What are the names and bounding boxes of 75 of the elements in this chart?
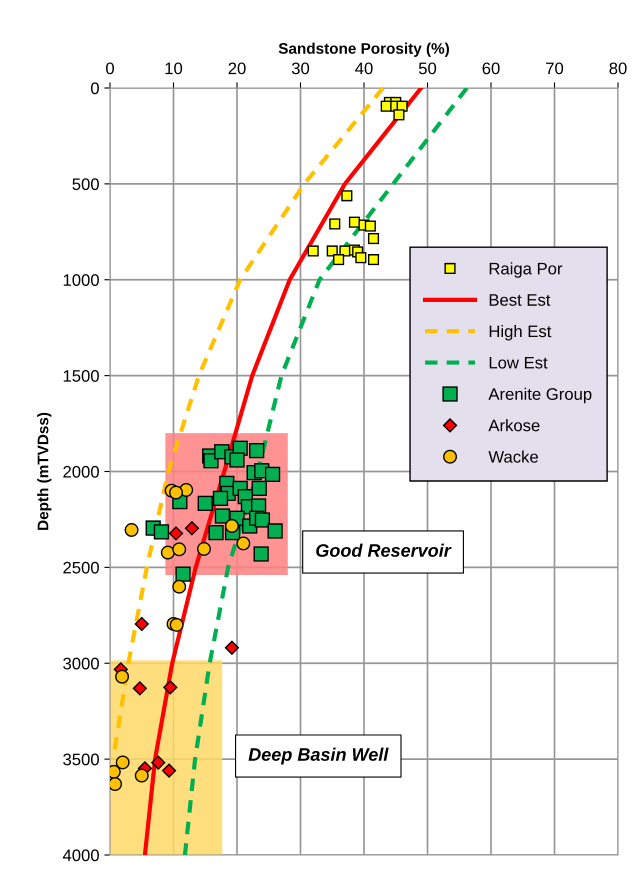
point (208, 525, 224, 540)
x-tick-label: 60 (482, 62, 500, 74)
point (151, 756, 166, 770)
point (326, 245, 338, 257)
x-tick-label: 30 (292, 62, 310, 74)
point (160, 546, 175, 560)
x-tick-label: 20 (228, 62, 246, 74)
point (175, 566, 191, 582)
point (197, 542, 211, 556)
point (124, 523, 139, 537)
point (172, 542, 186, 556)
point (172, 580, 186, 594)
point (134, 768, 149, 783)
legend-label: High Est (490, 324, 552, 341)
point (368, 232, 380, 244)
point (308, 245, 319, 257)
line-series (182, 88, 469, 855)
x-tick-label: 50 (418, 62, 436, 74)
legend-label: Low Est (490, 356, 548, 369)
point (214, 508, 230, 524)
point (198, 496, 213, 511)
point (364, 220, 376, 232)
y-tick-label: 1500 (64, 370, 99, 382)
point (224, 640, 239, 655)
annotation: Good Reservoir (316, 544, 452, 557)
point (162, 764, 176, 778)
legend-label: Wacke (488, 450, 538, 463)
point (154, 524, 170, 540)
point (168, 526, 184, 541)
point (264, 466, 280, 482)
point (236, 536, 250, 550)
y-tick-label: 0 (90, 82, 99, 94)
y-axis-title: Depth (mTVDss) (37, 412, 52, 530)
point (253, 546, 269, 562)
point (184, 521, 199, 536)
y-tick-label: 2000 (63, 466, 99, 478)
point (380, 100, 392, 112)
legend-label: Best Est (490, 294, 550, 306)
x-tick-label: 10 (166, 62, 182, 74)
y-tick-label: 3000 (63, 658, 99, 670)
x-axis-title: Sandstone Porosity (%) (278, 42, 449, 57)
point (393, 109, 404, 120)
legend-label: Arenite Group (488, 388, 592, 404)
x-tick-label: 80 (609, 62, 627, 74)
y-tick-label: 3500 (63, 754, 99, 766)
y-tick-label: 1000 (64, 274, 99, 286)
point (333, 254, 344, 266)
legend-label: Raiga Por (490, 262, 562, 278)
point (329, 218, 340, 230)
point (134, 616, 149, 632)
point (132, 681, 147, 696)
point (368, 254, 380, 266)
point (341, 190, 352, 202)
point (254, 512, 270, 528)
point (355, 252, 366, 264)
point (163, 680, 178, 694)
x-tick-label: 40 (355, 62, 373, 74)
point (267, 523, 283, 539)
y-tick-label: 2500 (63, 562, 99, 574)
point (212, 490, 228, 506)
legend-label: Arkose (488, 419, 540, 432)
point (170, 618, 184, 632)
point (252, 480, 267, 496)
y-tick-label: 4000 (62, 849, 99, 862)
annotation: Deep Basin Well (248, 748, 389, 764)
point (229, 452, 245, 468)
point (116, 755, 130, 770)
x-tick-label: 0 (106, 62, 114, 74)
point (249, 442, 264, 458)
point (169, 486, 183, 500)
y-tick-label: 500 (72, 178, 99, 190)
point (348, 216, 360, 228)
point (224, 519, 239, 533)
point (115, 670, 130, 684)
x-tick-label: 70 (546, 62, 564, 74)
